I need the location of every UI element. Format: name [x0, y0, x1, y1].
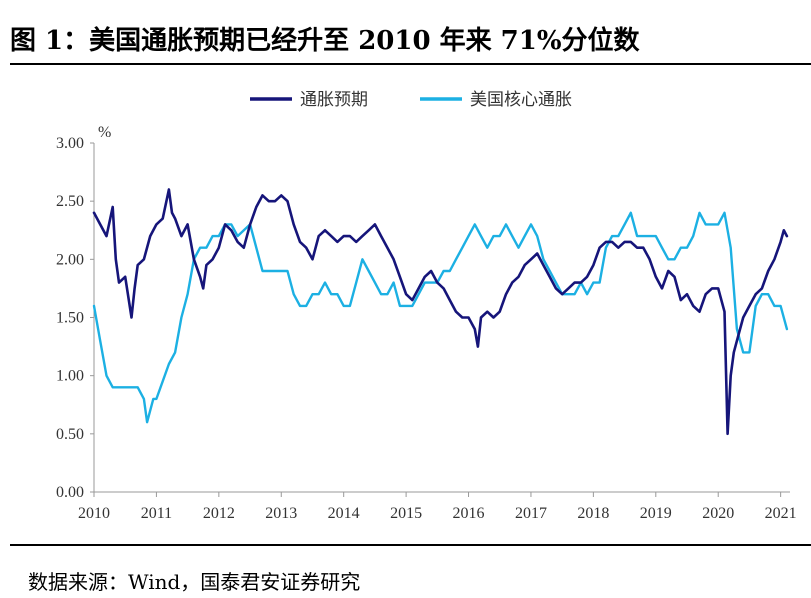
series-line-2	[92, 211, 789, 424]
y-tick-label: 1.00	[56, 368, 84, 385]
y-tick-label: 2.50	[56, 193, 84, 210]
x-tick-label: 2011	[141, 505, 172, 522]
x-tick-label: 2015	[390, 505, 422, 522]
x-tick-label: 2019	[640, 505, 672, 522]
series-line-1	[92, 188, 789, 436]
y-axis-unit-label: %	[98, 124, 111, 141]
x-tick-label: 2016	[453, 505, 485, 522]
y-tick-label: 0.50	[56, 426, 84, 443]
x-tick-label: 2021	[765, 505, 797, 522]
y-tick-label: 0.00	[56, 484, 84, 501]
data-source-note: 数据来源：Wind，国泰君安证券研究	[28, 570, 361, 594]
x-tick-label: 2018	[577, 505, 609, 522]
source-rule	[10, 544, 811, 546]
figure-title: 图 1：美国通胀预期已经升至 2010 年来 71%分位数	[10, 26, 640, 56]
x-tick-label: 2013	[265, 505, 297, 522]
x-tick-label: 2017	[515, 505, 547, 522]
y-axis: 0.00 0.50 1.00 1.50 2.00 2.50 3.00	[56, 135, 95, 501]
title-rule	[10, 63, 811, 65]
legend-label-series-2: 美国核心通胀	[470, 90, 572, 110]
legend: 通胀预期 美国核心通胀	[250, 90, 572, 110]
y-tick-label: 3.00	[56, 135, 84, 152]
x-tick-label: 2014	[328, 505, 360, 522]
x-tick-label: 2020	[702, 505, 734, 522]
legend-label-series-1: 通胀预期	[300, 90, 368, 110]
y-tick-label: 2.00	[56, 251, 84, 268]
plot-area	[92, 188, 789, 436]
x-tick-label: 2012	[203, 505, 235, 522]
x-axis: 2010 2011 2012 2013 2014 2015 2016 2017 2018 2019…	[78, 491, 797, 522]
y-tick-label: 1.50	[56, 310, 84, 327]
x-tick-label: 2010	[78, 505, 110, 522]
